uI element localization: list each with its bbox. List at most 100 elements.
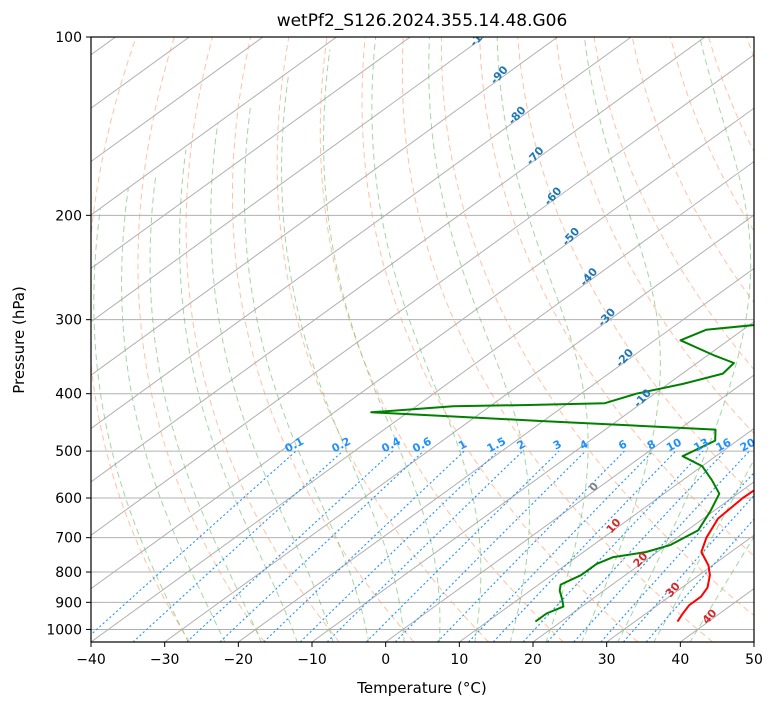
- mixing-ratio-line: [299, 450, 499, 642]
- moist-adiabat: [244, 104, 370, 642]
- isotherm-label: 30: [663, 579, 683, 599]
- x-tick-label: 10: [450, 652, 468, 668]
- moist-adiabat: [428, 37, 530, 642]
- mixing-ratio-label: 4: [578, 437, 591, 452]
- isotherm-line: [91, 37, 485, 323]
- moist-adiabat: [121, 188, 226, 642]
- mixing-ratio-line: [219, 450, 424, 642]
- x-tick-label: 30: [598, 652, 616, 668]
- mixing-ratio-label: 13: [692, 436, 712, 455]
- dry-adiabat: [91, 37, 191, 642]
- isotherm-label: 0: [586, 479, 601, 494]
- moist-adiabat: [281, 72, 405, 642]
- mixing-ratio-label: 16: [714, 436, 734, 455]
- mixing-ratio-line: [394, 450, 586, 642]
- isotherm-line: [385, 374, 754, 642]
- isotherm-label: -90: [488, 63, 511, 87]
- x-tick-label: −40: [76, 652, 106, 668]
- x-tick-label: −30: [150, 652, 180, 668]
- y-tick-label: 700: [55, 531, 82, 547]
- y-axis-label: Pressure (hPa): [10, 286, 28, 394]
- mixing-ratio-label: 1.5: [485, 435, 508, 456]
- mixing-ratio-line: [91, 450, 297, 636]
- y-tick-label: 1000: [46, 622, 82, 638]
- isotherm-line: [532, 481, 754, 642]
- isotherm-line: [91, 37, 558, 376]
- dry-adiabat: [669, 37, 754, 232]
- mixing-ratio-label: 0.1: [283, 435, 306, 456]
- x-tick-label: 20: [524, 652, 542, 668]
- mixing-ratio-labels: 0.10.20.40.611.52346810131620253036: [283, 435, 758, 456]
- mixing-ratio-line: [263, 450, 465, 642]
- mixing-ratio-line: [622, 494, 754, 642]
- mixing-ratio-label: 6: [616, 437, 629, 452]
- plot-frame: [90, 36, 755, 643]
- x-axis-label: Temperature (°C): [356, 679, 486, 697]
- isotherm-label: 10: [604, 516, 624, 536]
- isotherm-line: [91, 54, 754, 536]
- moist-adiabat: [149, 173, 262, 642]
- dry-adiabat: [593, 37, 754, 371]
- mixing-ratio-line: [492, 450, 677, 642]
- plot-area: -100-90-80-70-60-50-40-30-20-10010203040…: [91, 37, 758, 642]
- y-tick-label: 400: [55, 387, 82, 403]
- mixing-ratio-label: 3: [551, 437, 564, 452]
- mixing-ratio-label: 10: [664, 436, 684, 455]
- y-tick-label: 200: [55, 208, 82, 224]
- mixing-ratio-line: [437, 450, 625, 642]
- dry-adiabat: [440, 37, 754, 617]
- dry-adiabat: [746, 37, 754, 60]
- isotherm-label: 40: [700, 606, 720, 626]
- mixing-ratio-line: [468, 450, 654, 642]
- isotherm-line: [91, 37, 264, 163]
- isotherm-line: [164, 214, 754, 642]
- isotherm-line: [91, 37, 337, 216]
- dry-adiabat: [361, 37, 639, 642]
- x-tick-label: 0: [381, 652, 390, 668]
- isotherm-line: [91, 37, 411, 269]
- moist-adiabat: [617, 37, 752, 642]
- series-layer: [370, 324, 754, 623]
- isotherm-line: [91, 107, 754, 590]
- moist-adiabat: [210, 123, 334, 642]
- dry-adiabat: [185, 37, 340, 642]
- mixing-ratio-line: [600, 471, 754, 642]
- moist-adiabat: [371, 37, 482, 642]
- isotherm-line: [459, 427, 754, 642]
- isotherm-line: [606, 534, 754, 642]
- mixing-ratio-label: 0.4: [380, 435, 404, 456]
- x-tick-label: −20: [224, 652, 254, 668]
- mixing-ratio-label: 8: [645, 437, 658, 452]
- moist-adiabat: [93, 208, 189, 642]
- isotherm-line: [91, 37, 706, 483]
- isotherm-line: [311, 321, 754, 642]
- mixing-ratio-line: [365, 450, 560, 642]
- grid-layer: [91, 37, 754, 642]
- x-tick-label: 50: [745, 652, 763, 668]
- dry-adiabat: [319, 37, 564, 642]
- dry-adiabat: [232, 37, 415, 642]
- dry-adiabat: [479, 37, 754, 557]
- isotherm-label: -80: [506, 103, 529, 127]
- mixing-ratio-label: 0.6: [410, 435, 434, 456]
- dry-adiabat: [555, 37, 754, 435]
- isotherm-label: -30: [595, 305, 618, 329]
- isotherm-label: -20: [613, 346, 636, 370]
- y-tick-label: 300: [55, 313, 82, 329]
- moist-adiabat: [179, 149, 298, 642]
- isotherm-label: -40: [577, 265, 600, 289]
- x-axis: −40 −30 −20 −10 0 10 20 30 40 50: [76, 642, 763, 668]
- y-tick-label: 900: [55, 595, 82, 611]
- mixing-ratio-line: [186, 450, 394, 642]
- mixing-ratio-label: 2: [515, 437, 528, 452]
- chart-title: wetPf2_S126.2024.355.14.48.G06: [277, 11, 568, 31]
- mixing-ratio-line: [326, 450, 524, 642]
- x-tick-label: −10: [297, 652, 327, 668]
- mixing-ratio-label: 20: [738, 436, 758, 455]
- isotherm-label: -50: [559, 225, 582, 249]
- mixing-ratio-line: [573, 450, 750, 642]
- dry-adiabat: [137, 37, 265, 642]
- mixing-ratio-label: 0.2: [330, 435, 353, 456]
